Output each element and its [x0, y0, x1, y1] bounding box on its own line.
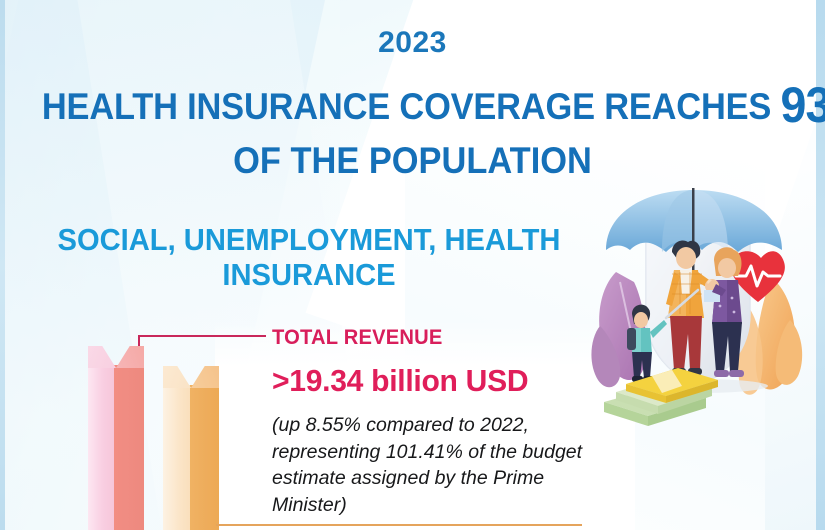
bar-2022-top-left [163, 366, 191, 388]
total-revenue-value: >19.34 billion USD [272, 363, 529, 398]
umbrella-icon [606, 188, 782, 288]
bottom-rule [216, 524, 582, 526]
bar-2023-top-cap [88, 346, 144, 368]
heart-ecg-icon [731, 251, 785, 302]
person-child [627, 288, 700, 382]
headline-line-1-text: HEALTH INSURANCE COVERAGE REACHES [41, 86, 781, 127]
total-revenue-note: (up 8.55% compared to 2022, representing… [272, 414, 583, 516]
border-strip-left [0, 0, 5, 530]
border-strip-right [816, 0, 825, 530]
total-revenue-label: TOTAL REVENUE [272, 326, 443, 349]
insurance-illustration [586, 186, 818, 428]
background-bottom-fade [215, 320, 635, 530]
bar-revenue-2022 [163, 366, 219, 530]
leader-line-horizontal [138, 335, 266, 337]
headline-line-2: OF THE POPULATION [233, 140, 592, 181]
subtitle-line-2: INSURANCE [222, 257, 396, 293]
money-stack-icon [604, 368, 718, 426]
year-label: 2023 [378, 26, 447, 59]
page-title: HEALTH INSURANCE COVERAGE REACHES 93.35%… [14, 80, 825, 181]
bar-revenue-2023 [88, 346, 144, 530]
bar-2023-front-face [114, 365, 144, 530]
headline-line-1: HEALTH INSURANCE COVERAGE REACHES 93.35% [41, 80, 825, 130]
bar-2022-top-cap [163, 366, 219, 388]
person-woman-with-baby [704, 247, 744, 377]
bar-2022-front-face [190, 385, 219, 530]
subtitle: SOCIAL, UNEMPLOYMENT, HEALTH INSURANCE [41, 222, 577, 293]
bar-2023-top-right [116, 346, 144, 368]
bar-2023-top-left [88, 346, 116, 368]
bar-2022-top-right [191, 366, 219, 388]
subtitle-line-1: SOCIAL, UNEMPLOYMENT, HEALTH [57, 222, 561, 257]
bar-2023-side-face [88, 365, 114, 530]
headline-coverage-value: 93.35 [780, 77, 825, 133]
bar-2022-side-face [163, 385, 190, 530]
